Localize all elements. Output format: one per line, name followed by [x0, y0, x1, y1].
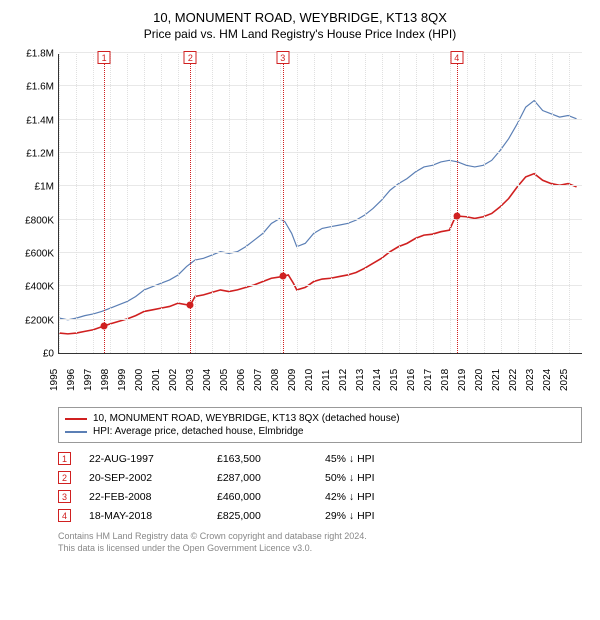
x-tick-label: 2019 — [457, 361, 475, 399]
x-tick-label: 2016 — [406, 361, 424, 399]
sale-dot — [101, 322, 108, 329]
x-tick-label: 2008 — [270, 361, 288, 399]
y-tick-label: £200K — [8, 315, 54, 326]
legend-label-price: 10, MONUMENT ROAD, WEYBRIDGE, KT13 8QX (… — [93, 413, 400, 424]
x-tick-label: 2002 — [168, 361, 186, 399]
sales-row: 2 20-SEP-2002 £287,000 50% ↓ HPI — [58, 468, 582, 487]
legend: 10, MONUMENT ROAD, WEYBRIDGE, KT13 8QX (… — [58, 407, 582, 443]
sale-vline — [457, 54, 458, 353]
x-tick-label: 2025 — [559, 361, 577, 399]
x-tick-label: 2023 — [525, 361, 543, 399]
x-tick-label: 2009 — [287, 361, 305, 399]
sale-price: £163,500 — [217, 453, 307, 465]
sale-num: 2 — [58, 471, 71, 484]
x-tick-label: 2011 — [321, 361, 339, 399]
x-tick-label: 2022 — [508, 361, 526, 399]
x-tick-label: 2005 — [219, 361, 237, 399]
sale-price: £460,000 — [217, 491, 307, 503]
sale-price: £825,000 — [217, 510, 307, 522]
sales-row: 3 22-FEB-2008 £460,000 42% ↓ HPI — [58, 487, 582, 506]
y-tick-label: £1.6M — [8, 82, 54, 93]
sale-vline — [104, 54, 105, 353]
sales-row: 1 22-AUG-1997 £163,500 45% ↓ HPI — [58, 449, 582, 468]
sale-diff: 29% ↓ HPI — [325, 510, 435, 522]
chart-subtitle: Price paid vs. HM Land Registry's House … — [8, 27, 592, 41]
footnote-line1: Contains HM Land Registry data © Crown c… — [58, 531, 582, 543]
sale-dot — [453, 212, 460, 219]
x-tick-label: 2020 — [474, 361, 492, 399]
x-tick-label: 2004 — [202, 361, 220, 399]
plot-area: 1 2 3 4 — [58, 54, 582, 354]
x-tick-label: 2018 — [440, 361, 458, 399]
x-tick-label: 2021 — [491, 361, 509, 399]
x-tick-label: 2001 — [151, 361, 169, 399]
sale-num: 1 — [58, 452, 71, 465]
x-tick-label: 2024 — [542, 361, 560, 399]
sale-marker: 1 — [98, 51, 111, 64]
chart-title: 10, MONUMENT ROAD, WEYBRIDGE, KT13 8QX — [8, 10, 592, 25]
legend-row-hpi: HPI: Average price, detached house, Elmb… — [65, 425, 575, 438]
y-tick-label: £600K — [8, 249, 54, 260]
legend-label-hpi: HPI: Average price, detached house, Elmb… — [93, 426, 304, 437]
footnote-line2: This data is licensed under the Open Gov… — [58, 543, 582, 555]
x-tick-label: 2007 — [253, 361, 271, 399]
line-layer — [59, 54, 582, 353]
sale-marker: 4 — [450, 51, 463, 64]
sale-marker: 3 — [276, 51, 289, 64]
sale-date: 22-AUG-1997 — [89, 453, 199, 465]
x-tick-label: 1998 — [100, 361, 118, 399]
y-tick-label: £400K — [8, 282, 54, 293]
x-tick-label: 2003 — [185, 361, 203, 399]
y-tick-label: £800K — [8, 215, 54, 226]
sale-date: 18-MAY-2018 — [89, 510, 199, 522]
sales-row: 4 18-MAY-2018 £825,000 29% ↓ HPI — [58, 506, 582, 525]
y-tick-label: £1M — [8, 182, 54, 193]
sale-price: £287,000 — [217, 472, 307, 484]
chart-container: £0 £200K £400K £600K £800K £1M £1.2M £1.4M £1.6M… — [8, 49, 592, 399]
x-tick-label: 1999 — [117, 361, 135, 399]
x-tick-label: 2006 — [236, 361, 254, 399]
x-tick-label: 2017 — [423, 361, 441, 399]
sale-diff: 50% ↓ HPI — [325, 472, 435, 484]
y-tick-label: £1.8M — [8, 49, 54, 60]
y-tick-label: £1.4M — [8, 115, 54, 126]
sale-vline — [283, 54, 284, 353]
sale-diff: 42% ↓ HPI — [325, 491, 435, 503]
sale-marker: 2 — [184, 51, 197, 64]
footnote: Contains HM Land Registry data © Crown c… — [58, 531, 582, 554]
series-price_paid — [59, 174, 576, 334]
sales-table: 1 22-AUG-1997 £163,500 45% ↓ HPI 2 20-SEP-200… — [58, 449, 582, 525]
sale-num: 3 — [58, 490, 71, 503]
legend-swatch-price — [65, 418, 87, 420]
y-tick-label: £1.2M — [8, 149, 54, 160]
x-tick-label: 2000 — [134, 361, 152, 399]
y-tick-label: £0 — [8, 349, 54, 360]
series-hpi — [59, 101, 576, 320]
x-tick-label: 2010 — [304, 361, 322, 399]
x-tick-label: 2015 — [389, 361, 407, 399]
sale-diff: 45% ↓ HPI — [325, 453, 435, 465]
sale-dot — [187, 302, 194, 309]
sale-dot — [279, 273, 286, 280]
sale-date: 22-FEB-2008 — [89, 491, 199, 503]
x-tick-label: 2012 — [338, 361, 356, 399]
x-tick-label: 1996 — [66, 361, 84, 399]
legend-row-price: 10, MONUMENT ROAD, WEYBRIDGE, KT13 8QX (… — [65, 412, 575, 425]
x-tick-label: 2014 — [372, 361, 390, 399]
x-tick-label: 1995 — [49, 361, 67, 399]
x-tick-label: 2013 — [355, 361, 373, 399]
x-tick-label: 1997 — [83, 361, 101, 399]
legend-swatch-hpi — [65, 431, 87, 433]
sale-num: 4 — [58, 509, 71, 522]
sale-date: 20-SEP-2002 — [89, 472, 199, 484]
